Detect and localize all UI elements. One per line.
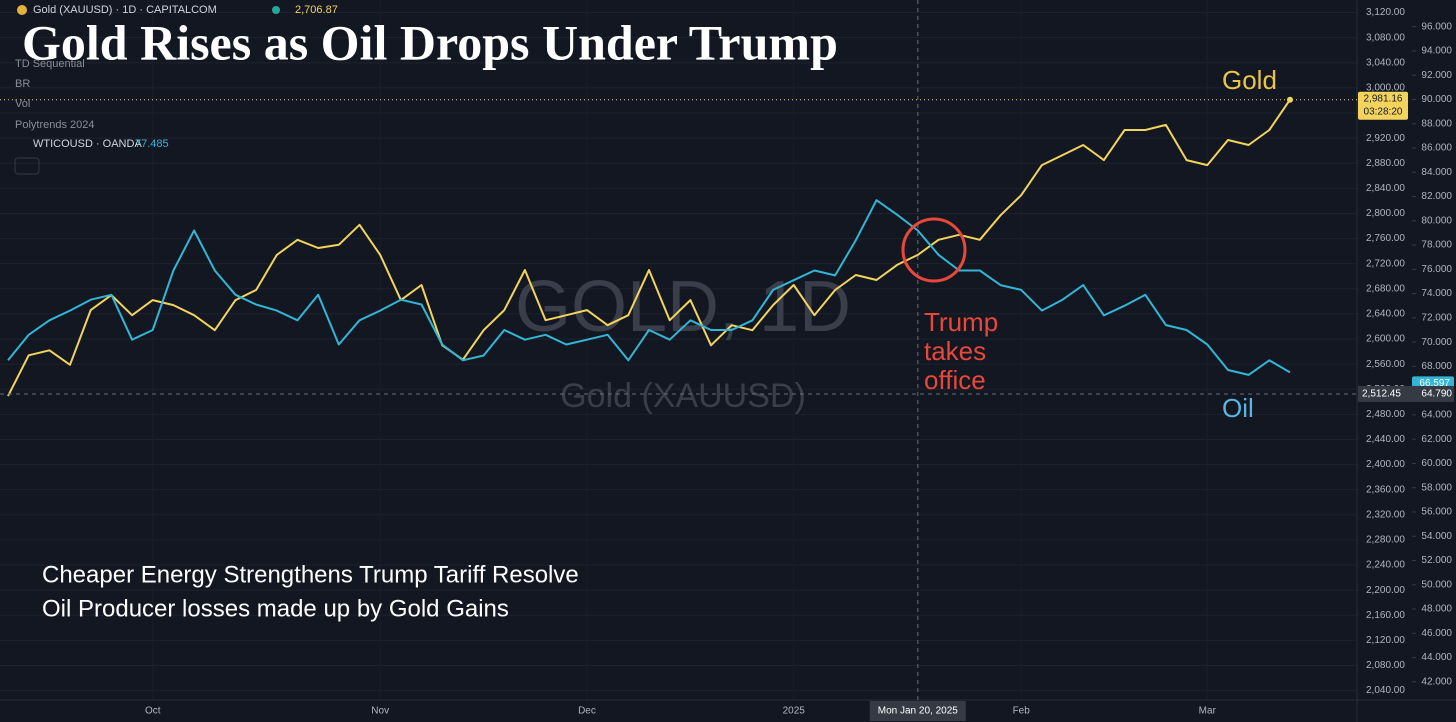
- y-tick-label: 2,040.00: [1366, 685, 1405, 696]
- event-annotation: office: [924, 365, 986, 395]
- y-tick-label: 2,600.00: [1366, 334, 1405, 345]
- y2-tick-label: 68.000: [1421, 361, 1452, 372]
- y2-tick-label: 60.000: [1421, 458, 1452, 469]
- y2-tick-label: 78.000: [1421, 240, 1452, 251]
- y2-tick-label: 50.000: [1421, 579, 1452, 590]
- plot: [0, 0, 1357, 700]
- x-tick-label: Oct: [145, 706, 161, 717]
- y-tick-label: 2,440.00: [1366, 434, 1405, 445]
- y2-tick-label: 56.000: [1421, 507, 1452, 518]
- y2-tick-label: 58.000: [1421, 482, 1452, 493]
- y2-tick-label: 48.000: [1421, 604, 1452, 615]
- compare-symbol[interactable]: WTICOUSD · OANDA: [33, 138, 142, 150]
- market-status: [272, 6, 280, 14]
- y2-tick-label: 74.000: [1421, 288, 1452, 299]
- compare-price: 77.485: [135, 138, 169, 150]
- price-tag-label: 2,981.16: [1364, 93, 1403, 104]
- indicator[interactable]: Vol: [15, 98, 30, 110]
- y-tick-label: 3,080.00: [1366, 32, 1405, 43]
- chart-title: Gold Rises as Oil Drops Under Trump: [22, 14, 838, 70]
- y2-tick-label: 62.000: [1421, 434, 1452, 445]
- y-tick-label: 2,360.00: [1366, 484, 1405, 495]
- y-tick-label: 2,120.00: [1366, 635, 1405, 646]
- y-tick-label: 2,760.00: [1366, 233, 1405, 244]
- y-tick-label: 2,640.00: [1366, 309, 1405, 320]
- x-tick-label: Nov: [371, 706, 389, 717]
- y-tick-label: 2,720.00: [1366, 258, 1405, 269]
- price-tag: [1358, 91, 1408, 120]
- y2-tick-label: 76.000: [1421, 264, 1452, 275]
- y-tick-label: 3,000.00: [1366, 83, 1405, 94]
- y2-tick-label: 84.000: [1421, 167, 1452, 178]
- y-tick-label: 2,480.00: [1366, 409, 1405, 420]
- y-tick-label: 2,680.00: [1366, 283, 1405, 294]
- y2-tick-label: 80.000: [1421, 215, 1452, 226]
- y2-tick-label: 52.000: [1421, 555, 1452, 566]
- y2-tick-label: 42.000: [1421, 676, 1452, 687]
- crosshair-date: Mon Jan 20, 2025: [878, 706, 958, 717]
- symbol-icon: [17, 5, 27, 15]
- indicator[interactable]: TD Sequential: [15, 58, 85, 70]
- subtitle: Cheaper Energy Strengthens Trump Tariff …: [42, 561, 579, 588]
- x-tick-label: Dec: [578, 706, 596, 717]
- crosshair-tag-label: 64.790: [1421, 389, 1452, 400]
- y-tick-label: 2,840.00: [1366, 183, 1405, 194]
- y-tick-label: 2,160.00: [1366, 610, 1405, 621]
- y2-tick-label: 64.000: [1421, 410, 1452, 421]
- x-tick-label: 2025: [783, 706, 806, 717]
- subtitle: Oil Producer losses made up by Gold Gain…: [42, 595, 509, 622]
- y-tick-label: 2,800.00: [1366, 208, 1405, 219]
- y2-tick-label: 70.000: [1421, 337, 1452, 348]
- event-annotation: takes: [924, 336, 986, 366]
- indicator[interactable]: Polytrends 2024: [15, 119, 95, 131]
- y2-tick-label: 88.000: [1421, 118, 1452, 129]
- y2-tick-label: 54.000: [1421, 531, 1452, 542]
- header-price: 2,706.87: [295, 4, 338, 16]
- x-tick-label: Feb: [1013, 706, 1031, 717]
- y-tick-label: 2,560.00: [1366, 359, 1405, 370]
- y2-tick-label: 44.000: [1421, 652, 1452, 663]
- x-tick-label: Mar: [1199, 706, 1217, 717]
- y-tick-label: 2,200.00: [1366, 585, 1405, 596]
- gold-annotation: Gold: [1222, 65, 1277, 95]
- y-tick-label: 2,880.00: [1366, 158, 1405, 169]
- y-tick-label: 2,920.00: [1366, 133, 1405, 144]
- y2-tick-label: 46.000: [1421, 628, 1452, 639]
- y2-tick-label: 82.000: [1421, 191, 1452, 202]
- crosshair-date-tag: [869, 701, 966, 721]
- y2-tick-label: 72.000: [1421, 312, 1452, 323]
- y-tick-label: 2,280.00: [1366, 535, 1405, 546]
- y2-tick-label: 96.000: [1421, 21, 1452, 32]
- y-tick-label: 3,040.00: [1366, 57, 1405, 68]
- y-tick-label: 2,240.00: [1366, 560, 1405, 571]
- last-point: [1287, 96, 1293, 103]
- y-tick-label: 2,320.00: [1366, 509, 1405, 520]
- event-circle: [901, 217, 967, 283]
- series-line: [7, 99, 1291, 397]
- event-annotation: Trump: [924, 307, 998, 337]
- crosshair-tag: [1358, 385, 1454, 402]
- countdown: 03:28:20: [1364, 106, 1403, 117]
- collapse-button[interactable]: [14, 157, 40, 175]
- price-tag-label: 66.597: [1419, 378, 1450, 389]
- indicator[interactable]: BR: [15, 78, 30, 90]
- symbol[interactable]: Gold (XAUUSD) · 1D · CAPITALCOM: [33, 4, 217, 16]
- y-tick-label: 3,120.00: [1366, 7, 1405, 18]
- crosshair-tag-label: 2,512.45: [1362, 389, 1401, 400]
- y2-tick-label: 92.000: [1421, 70, 1452, 81]
- oil-annotation: Oil: [1222, 393, 1254, 423]
- watermark: Gold (XAUUSD): [560, 377, 806, 415]
- grid: [0, 12, 1357, 692]
- series-line: [7, 199, 1291, 376]
- y2-tick-label: 90.000: [1421, 94, 1452, 105]
- y-tick-label: 2,400.00: [1366, 459, 1405, 470]
- y2-tick-label: 86.000: [1421, 143, 1452, 154]
- y-tick-label: 2,080.00: [1366, 660, 1405, 671]
- y2-tick-label: 94.000: [1421, 46, 1452, 57]
